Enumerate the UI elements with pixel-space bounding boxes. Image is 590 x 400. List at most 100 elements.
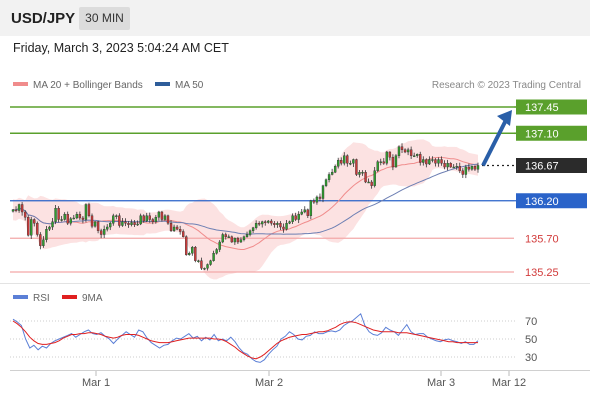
- candle: [191, 247, 194, 254]
- candle: [102, 229, 106, 235]
- candle: [93, 221, 97, 227]
- candle: [242, 236, 246, 240]
- candle: [330, 172, 334, 175]
- candle: [224, 234, 227, 237]
- candle: [96, 221, 100, 231]
- candle: [248, 230, 252, 235]
- candle: [172, 226, 176, 231]
- ma50-line: [12, 163, 479, 235]
- candle: [230, 236, 234, 243]
- symbol-label: USD/JPY: [11, 10, 76, 27]
- rsi-label: RSI: [33, 293, 50, 304]
- target-arrow-head: [497, 110, 512, 126]
- candle: [273, 223, 276, 225]
- candle: [106, 226, 109, 230]
- candle: [309, 200, 313, 216]
- candle: [288, 221, 291, 224]
- candle: [109, 223, 112, 228]
- bollinger-band: [13, 139, 478, 280]
- last-price-badge: [516, 158, 587, 173]
- candle: [39, 234, 42, 246]
- candle: [66, 214, 69, 224]
- rsi-tick: 30: [525, 352, 537, 364]
- candle: [379, 161, 382, 163]
- level-label: 137.10: [525, 128, 559, 140]
- candle: [11, 209, 15, 212]
- candle: [139, 215, 142, 225]
- legend-ma20: MA 20 + Bollinger Bands: [13, 80, 143, 91]
- candle: [476, 165, 480, 170]
- candle: [221, 234, 224, 243]
- candle: [358, 172, 361, 175]
- candle: [419, 154, 422, 163]
- ma20-label: MA 20 + Bollinger Bands: [33, 80, 143, 91]
- candle: [239, 239, 243, 243]
- candle: [57, 208, 60, 220]
- candle: [136, 223, 139, 226]
- candle: [209, 260, 212, 265]
- x-tick-label: Mar 2: [255, 377, 283, 389]
- candle: [409, 149, 413, 156]
- credit-text: Research © 2023 Trading Central: [431, 80, 581, 91]
- candle: [346, 155, 349, 164]
- candle: [69, 218, 72, 224]
- candle: [23, 211, 27, 218]
- candle: [236, 238, 240, 243]
- candle: [428, 159, 431, 165]
- candle: [422, 159, 425, 163]
- candle: [388, 151, 392, 158]
- candle: [157, 211, 161, 218]
- candle: [291, 215, 294, 222]
- candle: [90, 215, 94, 227]
- x-tick-label: Mar 12: [492, 377, 526, 389]
- candle: [254, 223, 258, 228]
- candle: [245, 234, 249, 237]
- candle: [218, 241, 221, 250]
- candle: [154, 217, 158, 222]
- candle: [72, 217, 75, 220]
- target-arrow-shaft: [481, 119, 508, 167]
- candle: [367, 181, 370, 184]
- timeframe-badge[interactable]: 30 MIN: [79, 7, 130, 30]
- moving-averages: [12, 156, 479, 250]
- candle: [336, 160, 340, 167]
- candle: [17, 204, 21, 211]
- level-badge: [516, 99, 587, 115]
- candle: [215, 249, 218, 254]
- candle: [340, 160, 343, 164]
- candle: [145, 215, 148, 222]
- candle: [51, 221, 54, 228]
- candle: [197, 260, 200, 262]
- candle: [294, 215, 297, 220]
- candle: [318, 196, 322, 199]
- candle: [178, 229, 182, 232]
- candle: [461, 170, 465, 175]
- ma9-swatch: [62, 295, 77, 300]
- candle: [206, 264, 209, 269]
- candle: [327, 174, 331, 180]
- x-tick-label: Mar 3: [427, 377, 455, 389]
- overlay: 136.67: [481, 110, 587, 173]
- candle: [352, 159, 355, 164]
- candle: [148, 215, 151, 220]
- candle: [306, 209, 310, 216]
- ma50-label: MA 50: [175, 80, 204, 91]
- candle: [394, 155, 398, 168]
- candle: [355, 159, 358, 175]
- candle: [297, 214, 300, 220]
- candle: [185, 236, 188, 255]
- candle: [166, 215, 170, 224]
- candle: [446, 163, 449, 168]
- legend-rsi: RSI: [13, 293, 50, 304]
- candle: [160, 211, 164, 220]
- ma20-swatch: [13, 82, 28, 87]
- candle: [321, 185, 325, 199]
- candle: [60, 219, 63, 221]
- candle: [282, 226, 285, 230]
- candle: [75, 214, 79, 219]
- candle: [452, 166, 455, 169]
- candle: [464, 166, 468, 175]
- candle: [124, 221, 127, 224]
- ma9-label: 9MA: [82, 293, 103, 304]
- candle: [169, 223, 173, 231]
